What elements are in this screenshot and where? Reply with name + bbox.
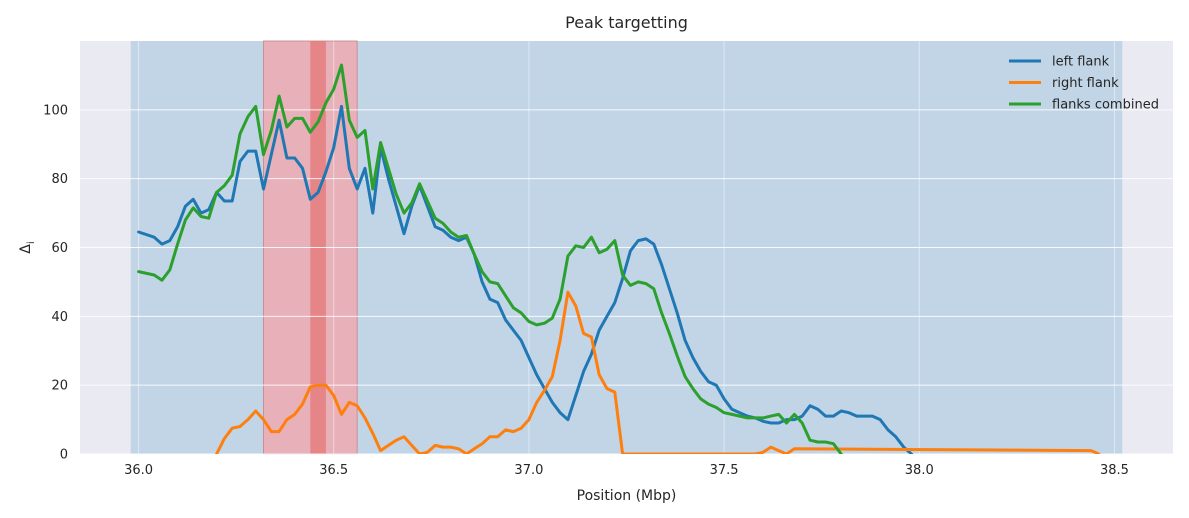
- legend-label: right flank: [1052, 76, 1119, 91]
- x-tick-label: 36.0: [124, 463, 153, 478]
- y-tick-label: 0: [60, 448, 68, 463]
- y-tick-label: 80: [51, 172, 68, 187]
- legend-label: flanks combined: [1052, 98, 1159, 113]
- y-axis-ticks: 0 20 40 60 80 100: [43, 103, 68, 462]
- y-tick-label: 20: [51, 379, 68, 394]
- legend-label: left flank: [1052, 55, 1110, 70]
- y-tick-label: 40: [51, 310, 68, 325]
- x-tick-label: 37.0: [514, 463, 543, 478]
- series-line-right-flank: [215, 290, 1101, 454]
- legend: left flank right flank flanks combined: [1009, 55, 1159, 113]
- chart-title: Peak targetting: [565, 13, 688, 32]
- x-axis-ticks: 36.0 36.5 37.0 37.5 38.0 38.5: [124, 463, 1129, 478]
- series-lines: [137, 63, 1101, 454]
- x-tick-label: 38.0: [905, 463, 934, 478]
- y-tick-label: 100: [43, 103, 68, 118]
- x-tick-label: 37.5: [710, 463, 739, 478]
- y-axis-label-main: Δ: [18, 244, 34, 254]
- y-axis-label-subscript: i: [26, 241, 37, 244]
- y-axis-label: Δi: [18, 241, 37, 253]
- x-axis-label: Position (Mbp): [577, 488, 677, 504]
- x-tick-label: 36.5: [319, 463, 348, 478]
- series-line-flanks-combined: [137, 63, 843, 454]
- x-tick-label: 38.5: [1100, 463, 1129, 478]
- y-tick-label: 60: [51, 241, 68, 256]
